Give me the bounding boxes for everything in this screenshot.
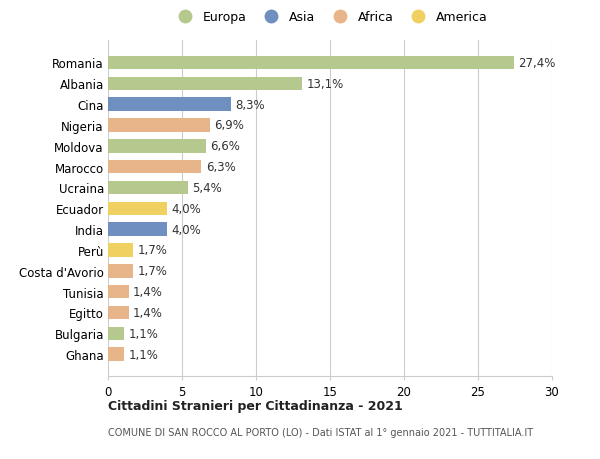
Text: 5,4%: 5,4% [193, 182, 222, 195]
Text: 4,0%: 4,0% [172, 202, 202, 215]
Text: COMUNE DI SAN ROCCO AL PORTO (LO) - Dati ISTAT al 1° gennaio 2021 - TUTTITALIA.I: COMUNE DI SAN ROCCO AL PORTO (LO) - Dati… [108, 427, 533, 437]
Text: 4,0%: 4,0% [172, 223, 202, 236]
Bar [108, 202, 167, 216]
Text: 1,4%: 1,4% [133, 285, 163, 298]
Bar [108, 285, 129, 299]
Text: 1,1%: 1,1% [129, 327, 158, 340]
Bar [108, 77, 302, 91]
Text: 8,3%: 8,3% [235, 98, 265, 112]
Bar [108, 56, 514, 70]
Text: 27,4%: 27,4% [518, 57, 556, 70]
Text: 1,4%: 1,4% [133, 306, 163, 319]
Bar [108, 98, 231, 112]
Bar [108, 244, 133, 257]
Bar [108, 264, 133, 278]
Bar [108, 140, 206, 153]
Bar [108, 119, 210, 133]
Text: 1,1%: 1,1% [129, 348, 158, 361]
Bar [108, 306, 129, 319]
Text: Cittadini Stranieri per Cittadinanza - 2021: Cittadini Stranieri per Cittadinanza - 2… [108, 399, 403, 412]
Bar [108, 327, 124, 341]
Bar [108, 161, 201, 174]
Text: 6,3%: 6,3% [206, 161, 235, 174]
Legend: Europa, Asia, Africa, America: Europa, Asia, Africa, America [169, 7, 491, 28]
Text: 13,1%: 13,1% [307, 78, 344, 90]
Text: 1,7%: 1,7% [137, 265, 167, 278]
Bar [108, 347, 124, 361]
Text: 6,6%: 6,6% [210, 140, 240, 153]
Text: 1,7%: 1,7% [137, 244, 167, 257]
Bar [108, 181, 188, 195]
Bar [108, 223, 167, 236]
Text: 6,9%: 6,9% [215, 119, 244, 132]
